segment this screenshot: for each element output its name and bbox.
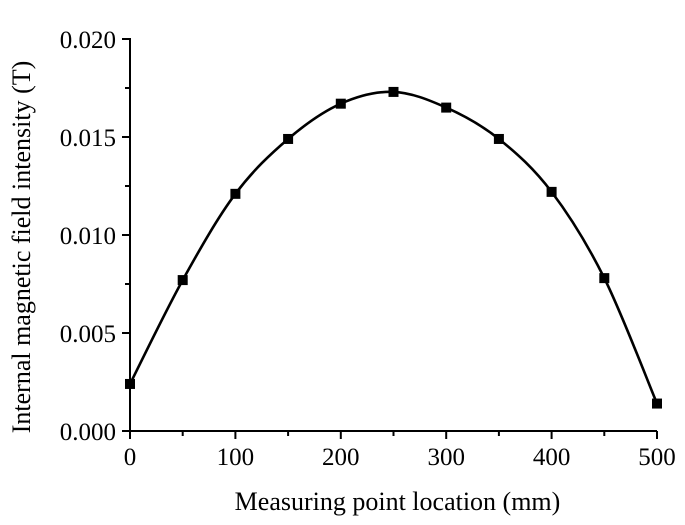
y-tick-label: 0.000 bbox=[60, 419, 116, 446]
y-tick-label: 0.010 bbox=[60, 223, 116, 250]
data-point bbox=[177, 275, 188, 286]
y-tick-label: 0.005 bbox=[60, 321, 116, 348]
x-axis-title: Measuring point location (mm) bbox=[235, 487, 561, 516]
data-point bbox=[493, 133, 504, 144]
y-tick-label: 0.020 bbox=[60, 27, 116, 54]
data-point bbox=[388, 86, 399, 97]
y-axis-title: Internal magnetic field intensity (T) bbox=[7, 61, 36, 434]
y-ticks: 0.000 0.005 0.010 0.015 0.020 bbox=[60, 27, 130, 446]
y-tick-label: 0.015 bbox=[60, 125, 116, 152]
data-point bbox=[283, 133, 294, 144]
x-tick-label: 0 bbox=[124, 444, 137, 471]
data-point bbox=[599, 273, 610, 284]
data-point bbox=[441, 102, 452, 113]
x-ticks: 0 100 200 300 400 500 bbox=[124, 431, 676, 471]
series-curve bbox=[128, 90, 659, 405]
x-tick-label: 400 bbox=[533, 444, 571, 471]
x-tick-label: 100 bbox=[217, 444, 255, 471]
x-tick-label: 500 bbox=[638, 444, 676, 471]
x-tick-label: 300 bbox=[427, 444, 465, 471]
data-point bbox=[125, 378, 135, 389]
data-point bbox=[652, 398, 662, 409]
data-point bbox=[230, 188, 241, 199]
data-point bbox=[546, 186, 557, 197]
x-tick-label: 200 bbox=[322, 444, 360, 471]
data-point bbox=[335, 98, 346, 109]
series-markers bbox=[125, 86, 662, 409]
